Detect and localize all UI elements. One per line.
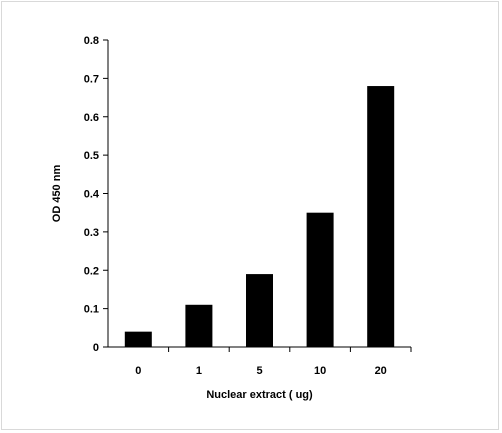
- bar-0: [124, 331, 152, 347]
- y-tick-label: 0.4: [84, 189, 100, 201]
- x-axis-ticks: 0 1 5 10 20: [135, 347, 412, 377]
- y-tick-label: 0.2: [84, 265, 99, 277]
- y-tick-label: 0: [93, 342, 99, 354]
- x-tick-label: 0: [135, 365, 141, 377]
- y-tick-label: 0.6: [84, 112, 99, 124]
- y-axis-ticks: 0 0.1 0.2 0.3 0.4 0.5 0.6 0.7 0.8: [84, 35, 108, 354]
- x-tick-label: 5: [256, 365, 262, 377]
- x-axis-label: Nuclear extract ( ug): [206, 389, 313, 401]
- x-tick-label: 1: [196, 365, 202, 377]
- bar-20: [367, 86, 395, 348]
- y-axis-label: OD 450 nm: [51, 165, 63, 223]
- bars: [124, 86, 395, 348]
- x-tick-label: 10: [314, 365, 326, 377]
- x-tick-label: 20: [375, 365, 387, 377]
- y-tick-label: 0.5: [84, 150, 99, 162]
- y-tick-label: 0.8: [84, 35, 99, 47]
- y-tick-label: 0.7: [84, 73, 99, 85]
- bar-10: [306, 212, 334, 347]
- bar-5: [246, 274, 273, 347]
- bar-1: [185, 304, 213, 347]
- y-tick-label: 0.3: [84, 227, 99, 239]
- y-tick-label: 0.1: [84, 304, 99, 316]
